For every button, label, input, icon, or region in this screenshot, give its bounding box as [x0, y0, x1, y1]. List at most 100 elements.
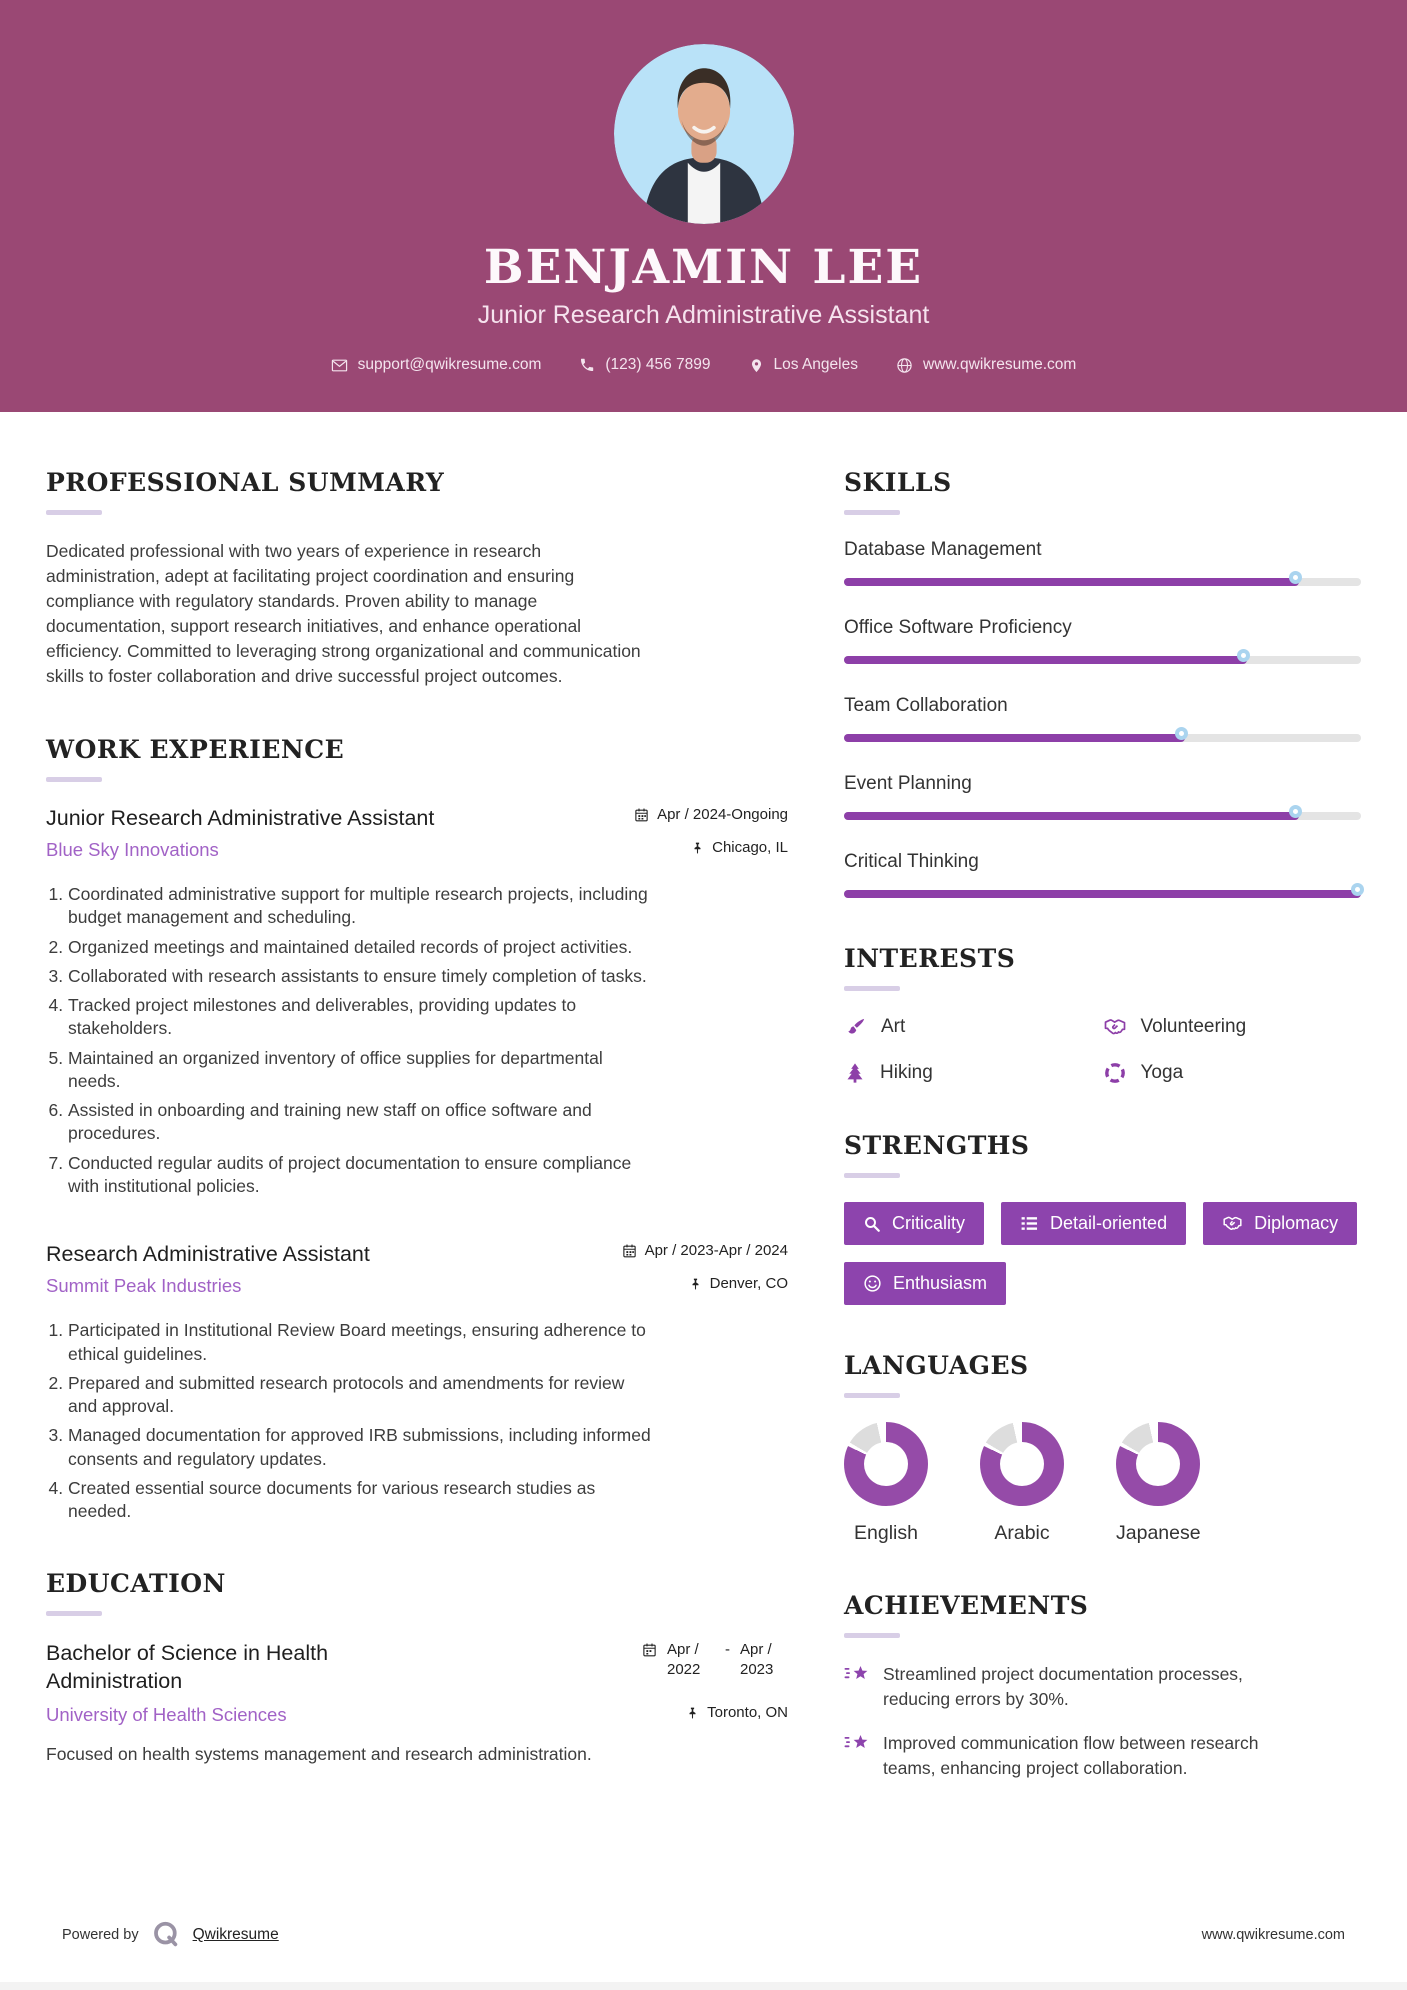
skill-label: Database Management: [844, 539, 1042, 560]
strengths-list: Criticality Detail-oriented Diplomacy En…: [844, 1202, 1361, 1305]
pushpin-icon: [689, 1707, 696, 1719]
shooting-star-icon: [844, 1666, 868, 1679]
skill-slider[interactable]: [844, 805, 1361, 820]
heading-underline: [844, 1633, 900, 1638]
avatar-photo: [613, 44, 794, 224]
contact-email[interactable]: support@qwikresume.com: [331, 356, 542, 374]
job-bullet: Tracked project milestones and deliverab…: [68, 994, 654, 1041]
slider-knob[interactable]: [1351, 883, 1364, 896]
languages-row: English Arabic Japanese: [844, 1422, 1361, 1545]
skill-slider[interactable]: [844, 571, 1361, 586]
experience-heading: WORK EXPERIENCE: [46, 735, 345, 765]
achievement-text: Improved communication flow between rese…: [883, 1733, 1259, 1778]
job-bullet: Maintained an organized inventory of off…: [68, 1047, 654, 1094]
section-strengths: STRENGTHS Criticality Detail-oriented Di…: [844, 1131, 1361, 1305]
section-professional-summary: PROFESSIONAL SUMMARY Dedicated professio…: [46, 468, 788, 689]
section-education: EDUCATION Bachelor of Science in Health …: [46, 1569, 788, 1765]
contact-location-text: Los Angeles: [773, 356, 858, 373]
contact-phone: (123) 456 7899: [579, 356, 711, 374]
main-content: PROFESSIONAL SUMMARY Dedicated professio…: [0, 412, 1407, 1826]
list-icon: [1021, 1217, 1038, 1230]
interest-label: Hiking: [880, 1062, 933, 1083]
achievement-text: Streamlined project documentation proces…: [883, 1664, 1243, 1709]
achievement-item: Improved communication flow between rese…: [844, 1731, 1304, 1780]
slider-knob[interactable]: [1288, 571, 1302, 584]
interest-volunteering: Volunteering: [1103, 1015, 1362, 1039]
skill-item: Critical Thinking: [844, 851, 1364, 898]
interest-art: Art: [844, 1015, 1103, 1039]
job-bullet: Managed documentation for approved IRB s…: [68, 1424, 654, 1471]
language-label: English: [854, 1522, 918, 1544]
calendar-icon: [622, 1244, 636, 1258]
job-dates-text: Apr / 2023-Apr / 2024: [644, 1242, 788, 1260]
language-donut-chart: [980, 1422, 1064, 1506]
skill-slider[interactable]: [844, 649, 1361, 664]
contact-row: support@qwikresume.com (123) 456 7899 Lo…: [0, 356, 1407, 374]
interests-heading: INTERESTS: [844, 944, 1016, 973]
contact-location: Los Angeles: [749, 356, 858, 374]
heading-underline: [844, 986, 900, 991]
job-dates-text: Apr / 2024-Ongoing: [657, 806, 788, 824]
footer-branding: Powered by Qwikresume: [62, 1920, 279, 1950]
interest-label: Volunteering: [1140, 1016, 1247, 1037]
education-location-text: Toronto, ON: [707, 1704, 788, 1722]
language-label: Arabic: [994, 1522, 1050, 1544]
magnifier-icon: [865, 1216, 880, 1232]
education-date-end: Apr / 2023: [740, 1641, 774, 1678]
skill-item: Office Software Proficiency: [844, 617, 1361, 664]
handshake-icon: [1223, 1216, 1242, 1230]
job-bullet: Assisted in onboarding and training new …: [68, 1099, 654, 1146]
right-column: SKILLS Database Management Office Softwa…: [844, 468, 1364, 1826]
job-dates: Apr / 2024-Ongoing: [634, 806, 788, 823]
slider-knob[interactable]: [1237, 649, 1251, 662]
bottom-strip: [0, 1982, 1407, 1990]
contact-email-text: support@qwikresume.com: [357, 356, 542, 373]
avatar: [613, 44, 794, 224]
paintbrush-icon: [848, 1018, 865, 1034]
powered-by-text: Powered by: [62, 1927, 139, 1943]
wheel-icon: [1104, 1063, 1125, 1083]
calendar-icon: [635, 808, 648, 822]
strength-diplomacy-button[interactable]: Diplomacy: [1203, 1202, 1358, 1245]
contact-website[interactable]: www.qwikresume.com: [896, 356, 1076, 374]
interest-hiking: Hiking: [844, 1061, 1103, 1085]
interest-label: Yoga: [1140, 1062, 1184, 1083]
skills-heading: SKILLS: [844, 468, 952, 497]
education-school: University of Health Sciences: [46, 1704, 287, 1726]
heading-underline: [46, 510, 102, 515]
job-bullet: Participated in Institutional Review Boa…: [68, 1319, 654, 1366]
summary-text: Dedicated professional with two years of…: [46, 541, 641, 687]
language-item: English: [844, 1422, 928, 1545]
globe-icon: [897, 357, 912, 373]
skill-item: Event Planning: [844, 773, 1361, 820]
strength-criticality-button[interactable]: Criticality: [844, 1202, 985, 1245]
skill-bar-fill: [844, 734, 1186, 742]
footer: Powered by Qwikresume www.qwikresume.com: [0, 1912, 1407, 1958]
job-location-text: Denver, CO: [709, 1275, 788, 1293]
qwikresume-link[interactable]: Qwikresume: [192, 1926, 279, 1943]
calendar-icon: [643, 1643, 656, 1657]
education-dates: Apr / 2022 - Apr / 2023: [642, 1640, 788, 1679]
section-interests: INTERESTS Art Volunteering Hiking Yoga: [844, 944, 1361, 1085]
education-description: Focused on health systems management and…: [46, 1744, 592, 1765]
job-bullet-list: Coordinated administrative support for m…: [46, 883, 654, 1198]
job-location-text: Chicago, IL: [712, 839, 788, 857]
skill-slider[interactable]: [844, 883, 1364, 898]
job-location: Chicago, IL: [691, 839, 788, 856]
education-date-start: Apr / 2022: [667, 1641, 701, 1678]
language-donut-chart: [1116, 1422, 1201, 1506]
strength-enthusiasm-button[interactable]: Enthusiasm: [844, 1262, 1007, 1305]
summary-heading: PROFESSIONAL SUMMARY: [46, 468, 445, 497]
achievements-heading: ACHIEVEMENTS: [844, 1591, 1089, 1620]
handshake-icon: [1104, 1019, 1125, 1035]
heading-underline: [46, 777, 102, 783]
person-title: Junior Research Administrative Assistant: [477, 301, 930, 329]
strengths-heading: STRENGTHS: [844, 1131, 1030, 1160]
slider-knob[interactable]: [1175, 727, 1189, 740]
smiley-icon: [864, 1275, 881, 1292]
strength-detail-oriented-button[interactable]: Detail-oriented: [1001, 1202, 1187, 1245]
job-bullet: Created essential source documents for v…: [68, 1477, 654, 1524]
slider-knob[interactable]: [1288, 805, 1302, 818]
strength-label: Diplomacy: [1254, 1213, 1339, 1233]
skill-slider[interactable]: [844, 727, 1361, 742]
